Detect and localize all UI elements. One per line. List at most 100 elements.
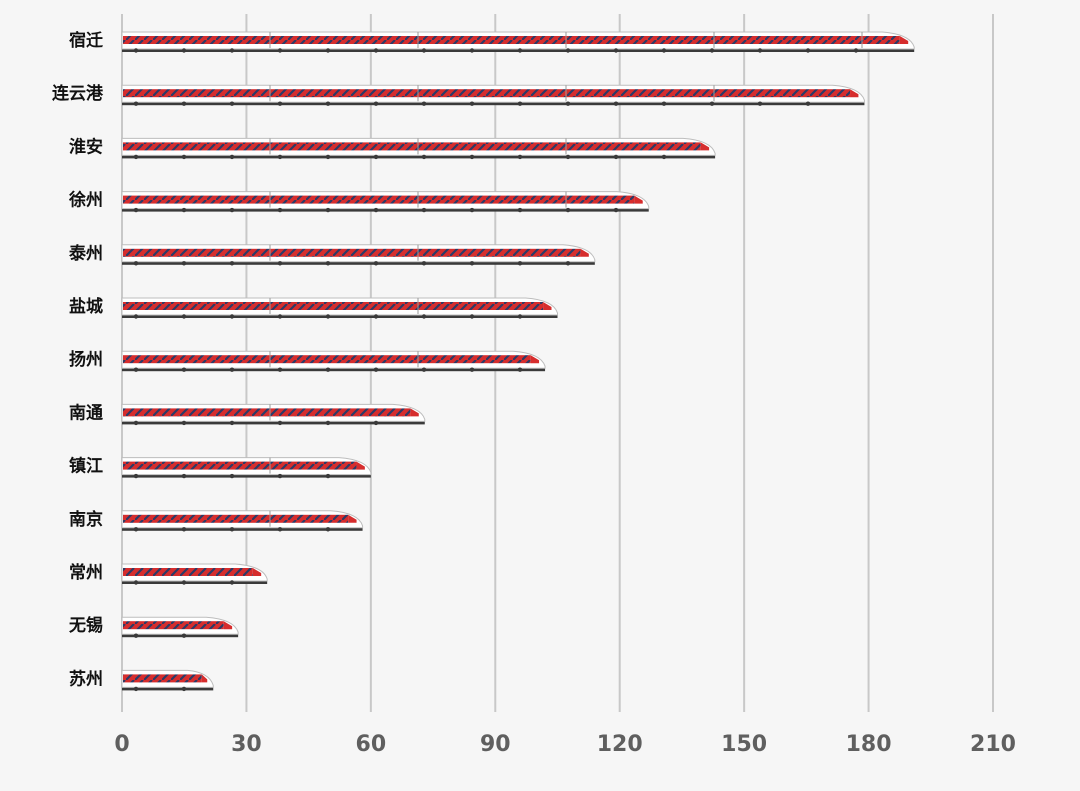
- train-wheel: [469, 154, 475, 160]
- train-wheel: [277, 420, 283, 426]
- train-nose: [634, 195, 643, 204]
- train-rail: [122, 208, 649, 212]
- train-rail: [122, 155, 716, 159]
- train-wheel: [229, 473, 235, 479]
- train-wheel: [277, 101, 283, 106]
- train-wheel: [325, 473, 331, 479]
- train-rail: [122, 687, 214, 691]
- train-wheel: [181, 261, 187, 266]
- train-wheel: [565, 207, 571, 213]
- train-wheel: [325, 314, 331, 319]
- train-nose: [356, 461, 365, 470]
- train-wheel: [517, 207, 523, 213]
- category-label-12: 无锡: [68, 615, 103, 636]
- train-wheel: [709, 48, 715, 53]
- train-wheel: [181, 154, 187, 160]
- train-nose: [580, 248, 589, 257]
- bar-10: [121, 510, 364, 532]
- train-wheel: [469, 314, 475, 319]
- train-rail: [122, 634, 239, 638]
- train-wheel: [325, 207, 331, 213]
- train-wheel: [517, 367, 523, 372]
- train-wheel: [133, 420, 139, 426]
- train-nose: [410, 408, 419, 417]
- train-wheel: [229, 420, 235, 426]
- bar-6: [121, 297, 558, 319]
- train-wheel: [421, 154, 427, 160]
- train-window-stripe: [123, 36, 900, 44]
- train-nose: [530, 355, 540, 364]
- train-window-stripe: [123, 355, 531, 364]
- train-nose: [252, 568, 262, 576]
- train-wheel: [229, 580, 235, 585]
- train-window-stripe: [123, 195, 635, 204]
- train-wheel: [181, 473, 187, 479]
- train-nose: [899, 36, 909, 44]
- train-wheel: [229, 154, 235, 160]
- train-wheel: [469, 48, 475, 53]
- x-tick-label-90: 90: [480, 732, 511, 757]
- train-wheel: [517, 48, 523, 53]
- train-wheel: [757, 48, 763, 53]
- train-rail: [122, 102, 865, 106]
- train-wheel: [133, 101, 139, 106]
- train-wheel: [325, 154, 331, 160]
- train-wheel: [229, 101, 235, 106]
- train-rail: [122, 581, 268, 584]
- train-rail: [122, 315, 558, 318]
- x-tick-label-180: 180: [846, 732, 892, 757]
- train-wheel: [277, 527, 283, 532]
- train-window-stripe: [123, 248, 581, 257]
- train-window-stripe: [123, 514, 349, 523]
- train-wheel: [181, 367, 187, 372]
- train-rail: [122, 474, 371, 478]
- train-rail: [122, 421, 425, 425]
- x-tick-label-0: 0: [114, 732, 129, 757]
- train-wheel: [757, 101, 763, 106]
- train-wheel: [181, 686, 187, 692]
- train-window-stripe: [123, 89, 851, 98]
- x-tick-label-120: 120: [597, 732, 643, 757]
- train-wheel: [565, 48, 571, 53]
- train-wheel: [181, 633, 187, 638]
- train-nose: [850, 89, 859, 98]
- bars: [121, 31, 915, 692]
- train-wheel: [517, 314, 523, 319]
- x-tick-label-150: 150: [721, 732, 767, 757]
- train-wheel: [229, 261, 235, 266]
- train-wheel: [181, 314, 187, 319]
- train-wheel: [133, 580, 139, 585]
- train-window-stripe: [123, 408, 411, 417]
- train-wheel: [853, 48, 859, 53]
- train-wheel: [517, 261, 523, 266]
- x-axis-tick-labels: 0 30 60 90 120 150 180 210: [114, 732, 1016, 757]
- train-rail: [122, 527, 363, 531]
- train-wheel: [277, 473, 283, 479]
- bar-4: [121, 191, 650, 213]
- train-wheel: [805, 101, 811, 106]
- train-wheel: [613, 101, 619, 106]
- train-wheel: [133, 154, 139, 160]
- train-wheel: [373, 261, 379, 266]
- train-wheel: [517, 101, 523, 106]
- train-wheel: [613, 48, 619, 53]
- train-wheel: [133, 48, 139, 53]
- train-wheel: [325, 48, 331, 53]
- train-wheel: [181, 580, 187, 585]
- x-tick-label-30: 30: [231, 732, 262, 757]
- train-wheel: [469, 367, 475, 372]
- bar-8: [121, 403, 426, 426]
- train-wheel: [181, 527, 187, 532]
- train-wheel: [373, 154, 379, 160]
- train-wheel: [373, 101, 379, 106]
- category-label-4: 徐州: [68, 190, 103, 211]
- train-wheel: [325, 101, 331, 106]
- train-wheel: [421, 261, 427, 266]
- bar-7: [121, 350, 546, 372]
- train-wheel: [325, 420, 331, 426]
- train-wheel: [469, 207, 475, 213]
- bar-11: [121, 563, 268, 585]
- train-window-stripe: [123, 142, 701, 151]
